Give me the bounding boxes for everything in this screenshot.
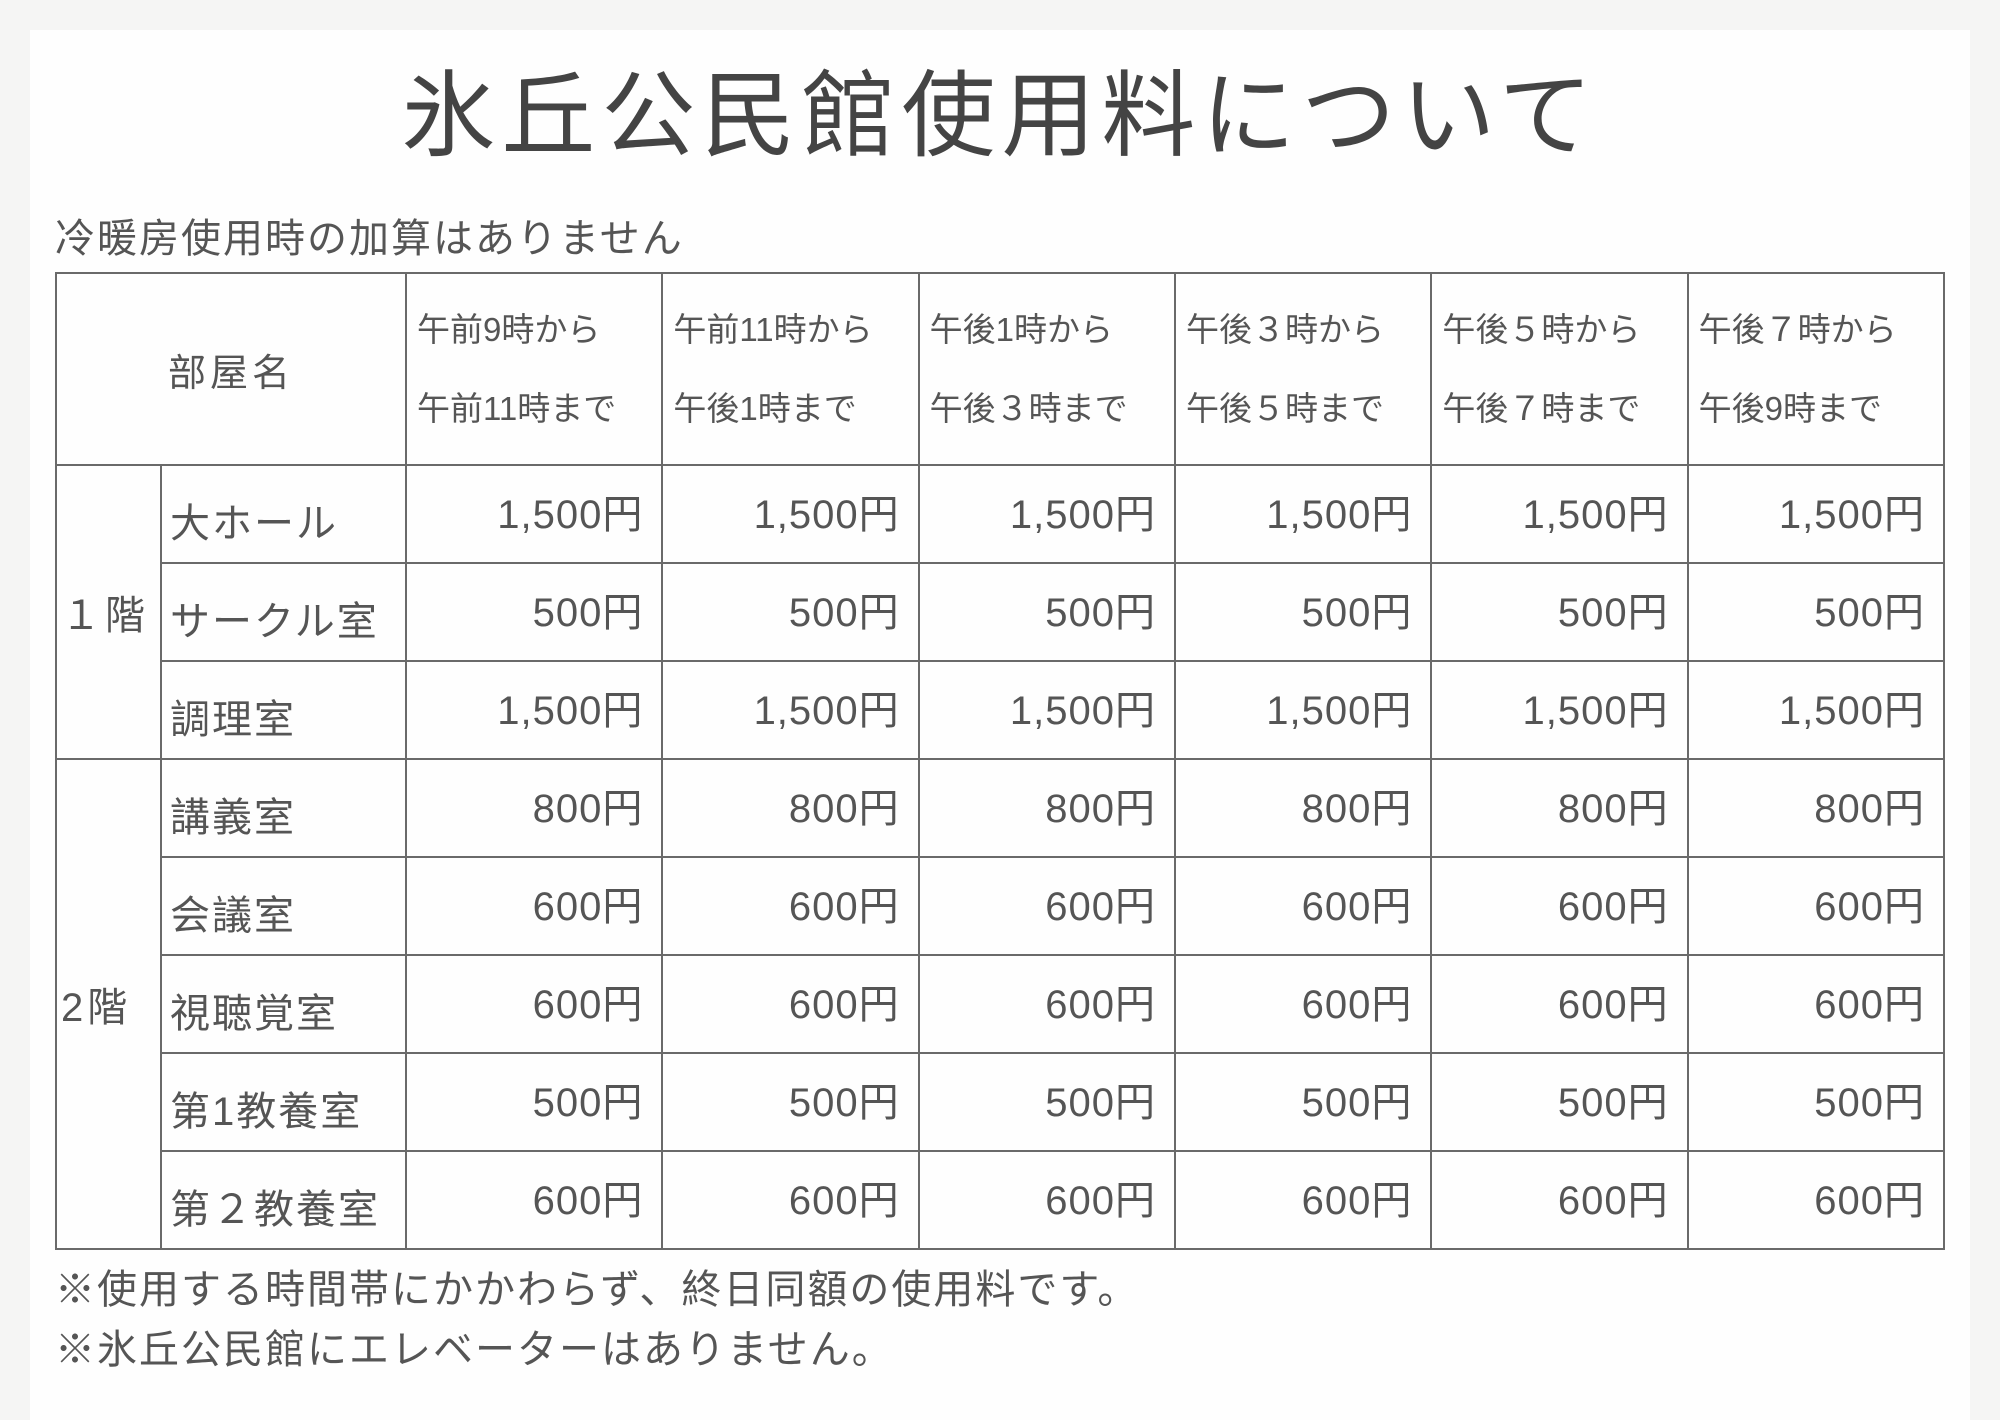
header-timeslot-3: 午後３時から 午後５時まで [1175, 273, 1431, 465]
price-cell: 600円 [1175, 955, 1431, 1053]
timeslot-to: 午後７時まで [1442, 390, 1640, 427]
footnotes: ※使用する時間帯にかかわらず、終日同額の使用料です。 ※氷丘公民館にエレベーター… [55, 1260, 1945, 1380]
footnote-line: ※使用する時間帯にかかわらず、終日同額の使用料です。 [55, 1260, 1945, 1320]
fee-table: 部屋名 午前9時から 午前11時まで 午前11時から 午後1時まで 午後1時から… [55, 272, 1945, 1250]
table-row: 第２教養室 600円 600円 600円 600円 600円 600円 [56, 1151, 1944, 1249]
price-cell: 600円 [1175, 857, 1431, 955]
timeslot-to: 午後9時まで [1699, 390, 1882, 427]
price-cell: 800円 [1431, 759, 1687, 857]
price-cell: 800円 [406, 759, 662, 857]
room-name: 視聴覚室 [161, 955, 406, 1053]
price-cell: 600円 [919, 857, 1175, 955]
price-cell: 600円 [406, 857, 662, 955]
subtitle: 冷暖房使用時の加算はありません [55, 206, 1945, 264]
price-cell: 1,500円 [662, 661, 918, 759]
header-timeslot-2: 午後1時から 午後３時まで [919, 273, 1175, 465]
header-timeslot-5: 午後７時から 午後9時まで [1688, 273, 1944, 465]
table-row: １階 大ホール 1,500円 1,500円 1,500円 1,500円 1,50… [56, 465, 1944, 563]
price-cell: 500円 [406, 1053, 662, 1151]
price-cell: 600円 [919, 1151, 1175, 1249]
price-cell: 600円 [406, 1151, 662, 1249]
price-cell: 500円 [1431, 1053, 1687, 1151]
price-cell: 600円 [1175, 1151, 1431, 1249]
price-cell: 600円 [919, 955, 1175, 1053]
price-cell: 500円 [406, 563, 662, 661]
page-title: 氷丘公民館使用料について [55, 40, 1945, 176]
room-name: 調理室 [161, 661, 406, 759]
price-cell: 1,500円 [1175, 661, 1431, 759]
price-cell: 1,500円 [1688, 465, 1944, 563]
price-cell: 1,500円 [919, 465, 1175, 563]
room-name: 第２教養室 [161, 1151, 406, 1249]
table-row: 第1教養室 500円 500円 500円 500円 500円 500円 [56, 1053, 1944, 1151]
price-cell: 1,500円 [1431, 661, 1687, 759]
room-name: 第1教養室 [161, 1053, 406, 1151]
timeslot-to: 午後1時まで [673, 390, 856, 427]
price-cell: 500円 [1175, 563, 1431, 661]
price-cell: 500円 [1688, 563, 1944, 661]
price-cell: 800円 [662, 759, 918, 857]
price-cell: 500円 [662, 563, 918, 661]
price-cell: 500円 [919, 1053, 1175, 1151]
price-cell: 500円 [919, 563, 1175, 661]
price-cell: 800円 [1175, 759, 1431, 857]
price-cell: 1,500円 [1431, 465, 1687, 563]
price-cell: 1,500円 [406, 661, 662, 759]
price-cell: 600円 [662, 857, 918, 955]
footnote-line: ※氷丘公民館にエレベーターはありません。 [55, 1320, 1945, 1380]
price-cell: 500円 [662, 1053, 918, 1151]
timeslot-from: 午前9時から [417, 311, 600, 348]
timeslot-from: 午後1時から [930, 311, 1113, 348]
timeslot-from: 午後３時から [1186, 311, 1384, 348]
room-name: 講義室 [161, 759, 406, 857]
price-cell: 500円 [1175, 1053, 1431, 1151]
room-name: 会議室 [161, 857, 406, 955]
timeslot-to: 午後３時まで [930, 390, 1128, 427]
table-row: 調理室 1,500円 1,500円 1,500円 1,500円 1,500円 1… [56, 661, 1944, 759]
price-cell: 500円 [1688, 1053, 1944, 1151]
price-cell: 600円 [1431, 955, 1687, 1053]
price-cell: 1,500円 [662, 465, 918, 563]
table-row: 会議室 600円 600円 600円 600円 600円 600円 [56, 857, 1944, 955]
fee-table-body: １階 大ホール 1,500円 1,500円 1,500円 1,500円 1,50… [56, 465, 1944, 1249]
price-cell: 800円 [1688, 759, 1944, 857]
price-cell: 1,500円 [919, 661, 1175, 759]
header-timeslot-0: 午前9時から 午前11時まで [406, 273, 662, 465]
price-cell: 600円 [1688, 857, 1944, 955]
floor-label: １階 [56, 465, 161, 759]
table-row: 2階 講義室 800円 800円 800円 800円 800円 800円 [56, 759, 1944, 857]
price-cell: 800円 [919, 759, 1175, 857]
table-row: サークル室 500円 500円 500円 500円 500円 500円 [56, 563, 1944, 661]
price-cell: 1,500円 [1175, 465, 1431, 563]
timeslot-from: 午前11時から [673, 311, 872, 348]
fee-table-head: 部屋名 午前9時から 午前11時まで 午前11時から 午後1時まで 午後1時から… [56, 273, 1944, 465]
price-cell: 600円 [406, 955, 662, 1053]
price-cell: 600円 [1431, 857, 1687, 955]
table-row: 視聴覚室 600円 600円 600円 600円 600円 600円 [56, 955, 1944, 1053]
header-timeslot-1: 午前11時から 午後1時まで [662, 273, 918, 465]
price-cell: 600円 [1688, 1151, 1944, 1249]
price-cell: 600円 [1688, 955, 1944, 1053]
header-timeslot-4: 午後５時から 午後７時まで [1431, 273, 1687, 465]
price-cell: 1,500円 [406, 465, 662, 563]
room-name: 大ホール [161, 465, 406, 563]
room-name: サークル室 [161, 563, 406, 661]
price-cell: 1,500円 [1688, 661, 1944, 759]
timeslot-to: 午後５時まで [1186, 390, 1384, 427]
timeslot-from: 午後５時から [1442, 311, 1640, 348]
price-cell: 600円 [662, 955, 918, 1053]
price-cell: 600円 [662, 1151, 918, 1249]
price-cell: 500円 [1431, 563, 1687, 661]
document-page: 氷丘公民館使用料について 冷暖房使用時の加算はありません 部屋名 午前9時から … [30, 30, 1970, 1420]
timeslot-from: 午後７時から [1699, 311, 1897, 348]
header-row: 部屋名 午前9時から 午前11時まで 午前11時から 午後1時まで 午後1時から… [56, 273, 1944, 465]
timeslot-to: 午前11時まで [417, 390, 616, 427]
price-cell: 600円 [1431, 1151, 1687, 1249]
header-roomname: 部屋名 [56, 273, 406, 465]
floor-label: 2階 [56, 759, 161, 1249]
